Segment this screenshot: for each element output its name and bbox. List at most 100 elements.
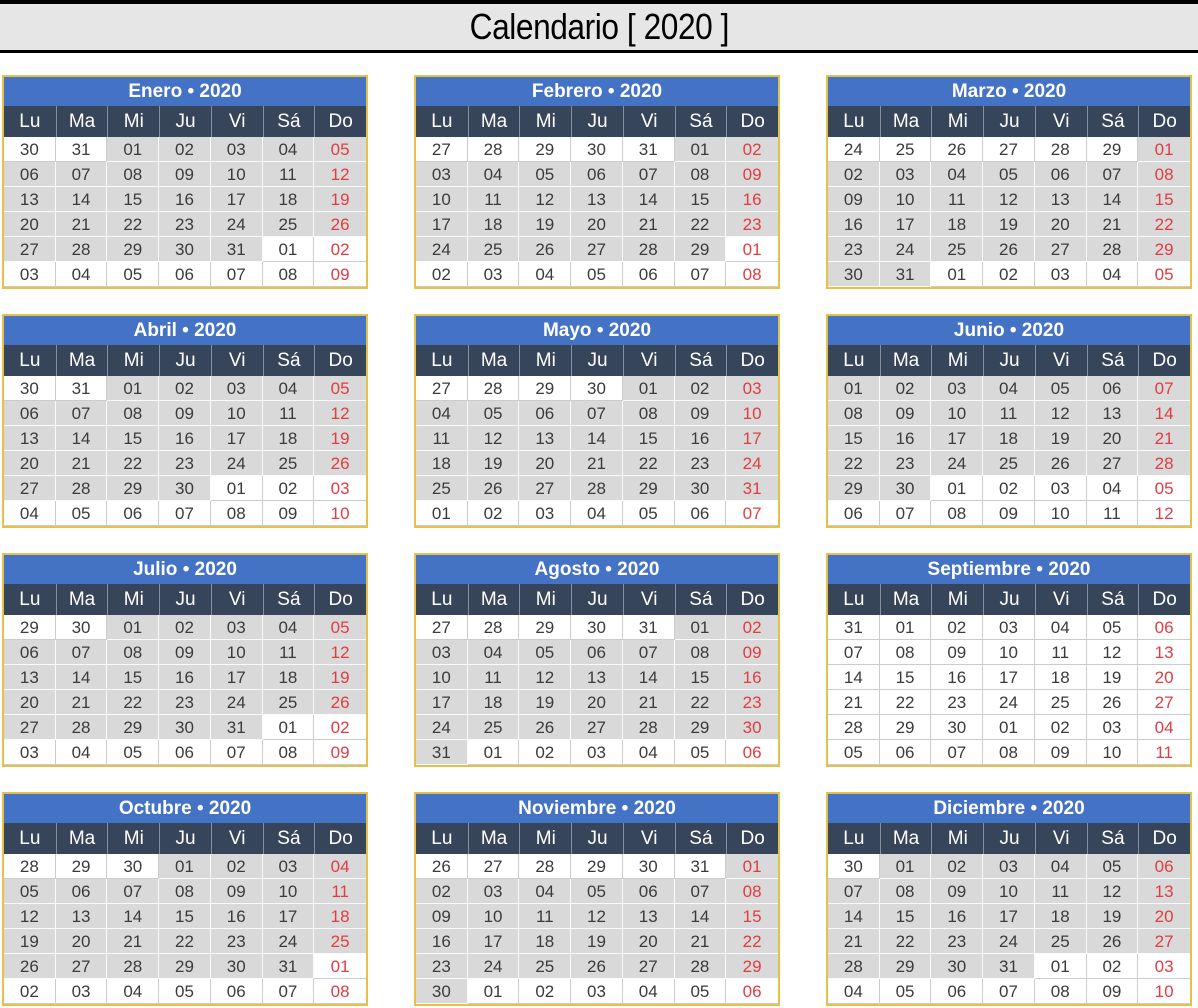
dates-grid: 27 28 29 30 01 02 03 04 05 06 07 08 09 10 11 12 13 14 15 16…: [416, 376, 778, 526]
date-cell: 31: [674, 854, 727, 879]
date-cell: 29: [519, 376, 572, 401]
date-cell: 01: [107, 376, 160, 401]
date-cell: 14: [674, 904, 727, 929]
date-cell: 10: [983, 879, 1035, 904]
day-name-label: Vi: [1034, 584, 1087, 615]
date-cell: 12: [467, 426, 520, 451]
day-name-label: Ju: [571, 345, 623, 376]
date-cell: 13: [4, 426, 56, 451]
date-cell: 28: [55, 237, 108, 262]
date-cell: 05: [107, 262, 160, 287]
day-name-label: Do: [726, 584, 778, 615]
date-cell: 15: [726, 904, 778, 929]
day-name-label: Do: [726, 106, 778, 137]
date-cell: 30: [571, 137, 623, 162]
month-calendar: Octubre • 2020 Lu Ma Mi Ju Vi Sá Do 28 29 30 01 02…: [2, 792, 368, 1006]
date-cell: 12: [1086, 879, 1139, 904]
date-cell: 29: [107, 476, 160, 501]
date-cell: 01: [879, 854, 932, 879]
date-cell: 07: [622, 162, 675, 187]
date-cell: 21: [1086, 212, 1139, 237]
day-name-label: Do: [726, 345, 778, 376]
day-name-label: Lu: [431, 828, 453, 849]
date-cell: 17: [210, 665, 263, 690]
day-name-label: Lu: [843, 828, 865, 849]
date-cell: 02: [931, 615, 984, 640]
day-name-label: Lu: [843, 589, 865, 610]
day-name-label: Mi: [519, 584, 571, 615]
date-cell: 03: [1138, 954, 1190, 979]
date-cell: 12: [4, 904, 56, 929]
date-cell: 23: [726, 212, 778, 237]
date-cell: 23: [674, 451, 727, 476]
date-cell: 16: [210, 904, 263, 929]
date-cell: 29: [674, 715, 727, 740]
date-cell: 30: [210, 954, 263, 979]
date-cell: 19: [314, 426, 366, 451]
date-cell: 10: [262, 879, 315, 904]
date-cell: 10: [726, 401, 778, 426]
date-cell: 27: [1138, 690, 1190, 715]
day-name-label: Lu: [19, 589, 41, 610]
date-cell: 21: [1138, 426, 1190, 451]
date-cell: 06: [622, 262, 675, 287]
date-cell: 03: [519, 501, 572, 526]
date-cell: 27: [416, 376, 468, 401]
date-cell: 08: [674, 640, 727, 665]
date-cell: 11: [467, 665, 520, 690]
dates-grid: 01 02 03 04 05 06 07 08 09 10 11 12 13 14 15 16 17 18 19 20…: [828, 376, 1190, 526]
day-name-label: Vi: [622, 106, 675, 137]
date-cell: 01: [674, 615, 727, 640]
date-cell: 07: [1138, 376, 1190, 401]
date-cell: 04: [622, 740, 675, 765]
date-cell: 10: [416, 665, 468, 690]
day-names-row: Lu Ma Mi Ju Vi Sá Do: [828, 584, 1190, 615]
date-cell: 24: [828, 137, 880, 162]
date-cell: 02: [416, 879, 468, 904]
day-name-label: Ma: [467, 106, 520, 137]
date-cell: 26: [519, 715, 572, 740]
date-cell: 14: [1138, 401, 1190, 426]
date-cell: 04: [1086, 476, 1139, 501]
date-cell: 03: [314, 476, 366, 501]
date-cell: 15: [828, 426, 880, 451]
date-cell: 05: [879, 979, 932, 1004]
date-cell: 08: [107, 401, 160, 426]
date-cell: 30: [416, 979, 468, 1004]
month-calendar: Abril • 2020 Lu Ma Mi Ju Vi Sá Do 30 31 01 02 03 04…: [2, 314, 368, 528]
day-name-label: Mi: [107, 106, 159, 137]
date-cell: 03: [931, 376, 984, 401]
date-cell: 02: [4, 979, 56, 1004]
date-cell: 30: [107, 854, 160, 879]
date-cell: 28: [4, 854, 56, 879]
date-cell: 04: [1138, 715, 1190, 740]
date-cell: 22: [828, 451, 880, 476]
day-name-label: Ju: [983, 584, 1035, 615]
date-cell: 30: [726, 715, 778, 740]
date-cell: 29: [107, 715, 160, 740]
date-cell: 24: [416, 715, 468, 740]
date-cell: 06: [931, 979, 984, 1004]
date-cell: 04: [1086, 262, 1139, 287]
date-cell: 02: [262, 476, 315, 501]
date-cell: 01: [1034, 954, 1087, 979]
month-calendar: Diciembre • 2020 Lu Ma Mi Ju Vi Sá Do 30 01 02 03…: [826, 792, 1192, 1006]
date-cell: 17: [262, 904, 315, 929]
date-cell: 07: [55, 162, 108, 187]
date-cell: 13: [1138, 879, 1190, 904]
date-cell: 18: [519, 929, 572, 954]
date-cell: 16: [828, 212, 880, 237]
date-cell: 30: [879, 476, 932, 501]
date-cell: 10: [931, 401, 984, 426]
date-cell: 03: [571, 740, 623, 765]
date-cell: 28: [467, 376, 520, 401]
date-cell: 11: [1086, 501, 1139, 526]
date-cell: 10: [1034, 501, 1087, 526]
day-name-label: Lu: [431, 111, 453, 132]
date-cell: 24: [262, 929, 315, 954]
date-cell: 24: [210, 451, 263, 476]
date-cell: 21: [107, 929, 160, 954]
date-cell: 03: [983, 854, 1035, 879]
date-cell: 01: [983, 715, 1035, 740]
date-cell: 06: [107, 501, 160, 526]
